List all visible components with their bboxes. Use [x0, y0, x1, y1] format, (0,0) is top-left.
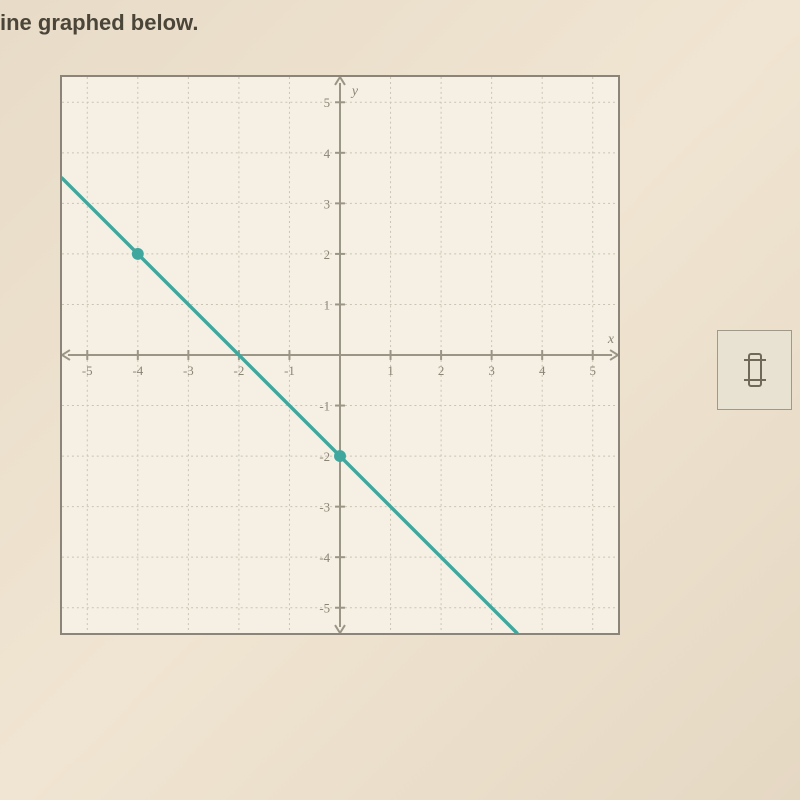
svg-text:4: 4	[539, 364, 546, 378]
svg-text:-5: -5	[319, 602, 330, 616]
graph-canvas: -5 -5 -4 -4 -3 -3 -2 -2 -1 -1 1 1 2 2 3 3 4 4 5 5 x y	[62, 77, 618, 633]
svg-text:-4: -4	[319, 551, 330, 565]
svg-text:5: 5	[590, 364, 596, 378]
svg-text:-1: -1	[319, 400, 330, 414]
svg-text:-5: -5	[82, 364, 93, 378]
svg-text:3: 3	[488, 364, 494, 378]
svg-text:4: 4	[324, 147, 331, 161]
svg-text:5: 5	[324, 96, 330, 110]
svg-text:x: x	[607, 332, 615, 347]
svg-text:-2: -2	[319, 450, 330, 464]
tool-panel[interactable]	[717, 330, 792, 410]
svg-text:3: 3	[324, 197, 330, 211]
svg-text:-3: -3	[183, 364, 194, 378]
svg-text:1: 1	[324, 298, 330, 312]
scroll-icon	[748, 353, 762, 387]
svg-text:-3: -3	[319, 501, 330, 515]
svg-text:2: 2	[438, 364, 444, 378]
svg-text:-2: -2	[234, 364, 245, 378]
svg-text:-1: -1	[284, 364, 295, 378]
coordinate-graph: -5 -5 -4 -4 -3 -3 -2 -2 -1 -1 1 1 2 2 3 3 4 4 5 5 x y	[60, 75, 620, 635]
svg-text:y: y	[350, 84, 359, 99]
svg-text:-4: -4	[132, 364, 143, 378]
svg-text:1: 1	[387, 364, 393, 378]
page-title: ine graphed below.	[0, 10, 198, 36]
svg-text:2: 2	[324, 248, 330, 262]
